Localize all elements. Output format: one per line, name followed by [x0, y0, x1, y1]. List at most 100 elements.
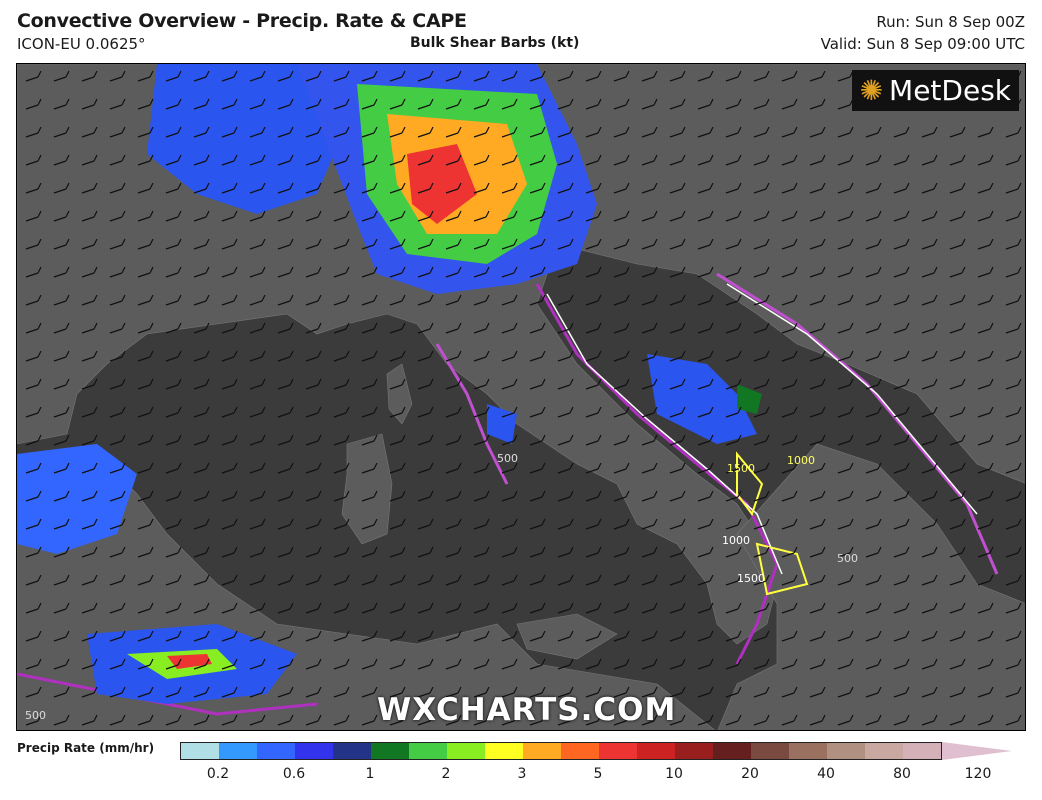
wind-barb: [193, 350, 210, 362]
wind-barb: [445, 434, 462, 446]
wind-barb: [1005, 658, 1022, 670]
wind-barb: [389, 490, 406, 502]
wind-barb: [277, 518, 294, 530]
wind-barb: [725, 434, 742, 446]
wind-barb: [81, 266, 98, 278]
wind-barb: [809, 658, 826, 670]
wind-barb: [921, 714, 938, 726]
wind-barb: [501, 98, 518, 110]
wind-barb: [697, 630, 714, 642]
colorbar-tick-label: 120: [964, 766, 992, 782]
wind-barb: [221, 630, 238, 642]
wind-barb: [753, 266, 770, 278]
wind-barb: [137, 266, 154, 278]
wind-barb: [221, 154, 238, 166]
wind-barb: [837, 322, 854, 334]
wind-barb: [109, 294, 126, 306]
wind-barb: [417, 602, 434, 614]
wind-barb: [165, 462, 182, 474]
colorbar: [180, 742, 942, 760]
wind-barb: [641, 546, 658, 558]
wind-barb: [193, 546, 210, 558]
wind-barb: [137, 686, 154, 698]
wind-barb: [865, 154, 882, 166]
wind-barb: [529, 322, 546, 334]
wind-barb: [669, 602, 686, 614]
colorbar-segment: [751, 743, 789, 759]
wind-barb: [613, 686, 630, 698]
wind-barb: [949, 378, 966, 390]
wind-barb: [165, 70, 182, 82]
wind-barb: [53, 294, 70, 306]
wind-barb: [417, 350, 434, 362]
wind-barb: [641, 434, 658, 446]
wind-barb: [809, 126, 826, 138]
wind-barb: [137, 490, 154, 502]
wind-barb: [669, 154, 686, 166]
colorbar-tick-label: 10: [665, 766, 683, 782]
wind-barb: [389, 210, 406, 222]
wind-barb: [753, 350, 770, 362]
wind-barb: [389, 686, 406, 698]
wind-barb: [725, 686, 742, 698]
wind-barb: [557, 630, 574, 642]
wind-barb: [277, 602, 294, 614]
wind-barb: [781, 714, 798, 726]
wind-barb: [837, 294, 854, 306]
wind-barb: [865, 294, 882, 306]
wind-barb: [277, 686, 294, 698]
wind-barb: [81, 322, 98, 334]
wind-barb: [977, 182, 994, 194]
wind-barb: [557, 434, 574, 446]
wind-barb: [165, 658, 182, 670]
wind-barb: [753, 70, 770, 82]
wind-barb: [25, 238, 42, 250]
wind-barb: [81, 658, 98, 670]
chart-title: Convective Overview - Precip. Rate & CAP…: [17, 10, 467, 32]
wind-barb: [305, 546, 322, 558]
wind-barb: [417, 182, 434, 194]
wind-barb: [221, 238, 238, 250]
wind-barb: [613, 714, 630, 726]
wind-barb: [1005, 350, 1022, 362]
colorbar-segment: [523, 743, 561, 759]
wind-barb: [417, 658, 434, 670]
wind-barb: [613, 126, 630, 138]
wind-barb: [641, 462, 658, 474]
wind-barb: [501, 434, 518, 446]
wind-barb: [809, 210, 826, 222]
wind-barb: [277, 210, 294, 222]
wind-barb: [193, 406, 210, 418]
wind-barb: [445, 266, 462, 278]
wind-barb: [81, 518, 98, 530]
wind-barb: [921, 518, 938, 530]
wind-barb: [893, 602, 910, 614]
wind-barb: [865, 406, 882, 418]
wind-barb: [837, 266, 854, 278]
wind-barb: [501, 462, 518, 474]
wind-barb: [669, 266, 686, 278]
wind-barb: [781, 182, 798, 194]
wind-barb: [501, 322, 518, 334]
wind-barb: [249, 266, 266, 278]
wind-barb: [25, 126, 42, 138]
colorbar-segment: [219, 743, 257, 759]
wind-barb: [1005, 406, 1022, 418]
wind-barb: [781, 98, 798, 110]
wind-barb: [865, 714, 882, 726]
wind-barb: [277, 406, 294, 418]
wind-barb: [865, 602, 882, 614]
wind-barb: [193, 518, 210, 530]
wind-barb: [25, 378, 42, 390]
wind-barb: [753, 462, 770, 474]
wind-barb: [557, 714, 574, 726]
wind-barb: [669, 714, 686, 726]
wind-barb: [949, 238, 966, 250]
colorbar-tick-label: 0.2: [206, 766, 230, 782]
wind-barb: [697, 266, 714, 278]
wind-barb: [473, 462, 490, 474]
wind-barb: [893, 462, 910, 474]
colorbar-segment: [295, 743, 333, 759]
wind-barb: [109, 238, 126, 250]
wind-barb: [221, 518, 238, 530]
